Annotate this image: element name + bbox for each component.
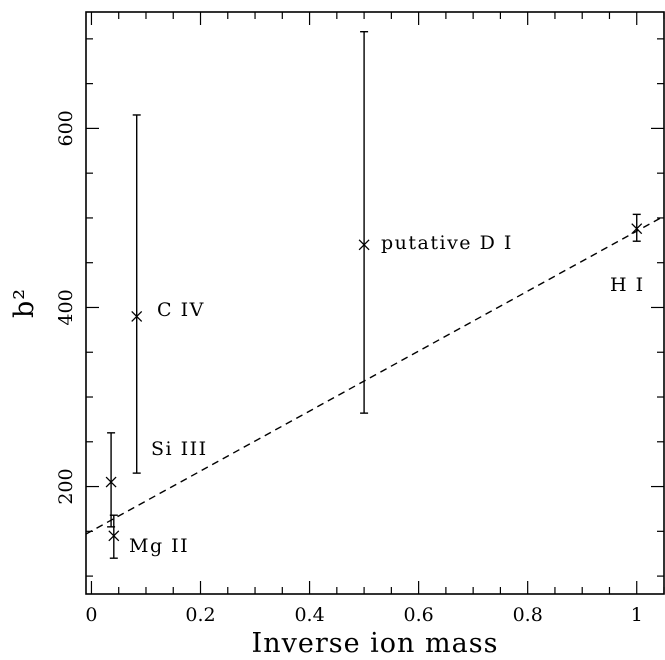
point-marker — [631, 223, 643, 235]
x-tick-label: 1 — [631, 604, 643, 626]
y-axis-label: b² — [9, 288, 40, 318]
point-labels-layer: Mg II Si III C IV putative D I H I — [129, 232, 645, 557]
point-marker — [358, 239, 370, 251]
y-tick-label: 400 — [55, 289, 77, 325]
plot-frame — [85, 11, 665, 595]
point-marker — [131, 310, 143, 322]
point-label: H I — [610, 274, 645, 296]
point-marker — [105, 476, 117, 488]
fit-line-layer — [85, 215, 665, 535]
data-point — [105, 432, 117, 528]
x-tick-label: 0 — [85, 604, 97, 626]
x-tick-label: 0.2 — [185, 604, 215, 626]
data-points-layer — [105, 30, 643, 559]
x-tick-label: 0.8 — [513, 604, 543, 626]
x-tick-label: 0.4 — [294, 604, 324, 626]
y-tick-label: 200 — [55, 468, 77, 504]
tick-labels: 0 0.2 0.4 0.6 0.8 1 200 400 600 — [55, 110, 643, 626]
point-label: Si III — [151, 438, 208, 460]
point-label: C IV — [157, 299, 205, 321]
x-axis-label: Inverse ion mass — [252, 628, 499, 659]
ticks — [86, 12, 665, 594]
point-label: putative D I — [381, 232, 513, 254]
data-point — [131, 114, 143, 474]
point-label: Mg II — [129, 535, 189, 557]
data-point — [631, 213, 643, 242]
y-tick-label: 600 — [55, 110, 77, 146]
fit-line — [85, 215, 665, 535]
point-marker — [108, 530, 120, 542]
x-tick-label: 0.6 — [404, 604, 434, 626]
data-point — [358, 30, 370, 414]
data-point — [108, 514, 120, 559]
